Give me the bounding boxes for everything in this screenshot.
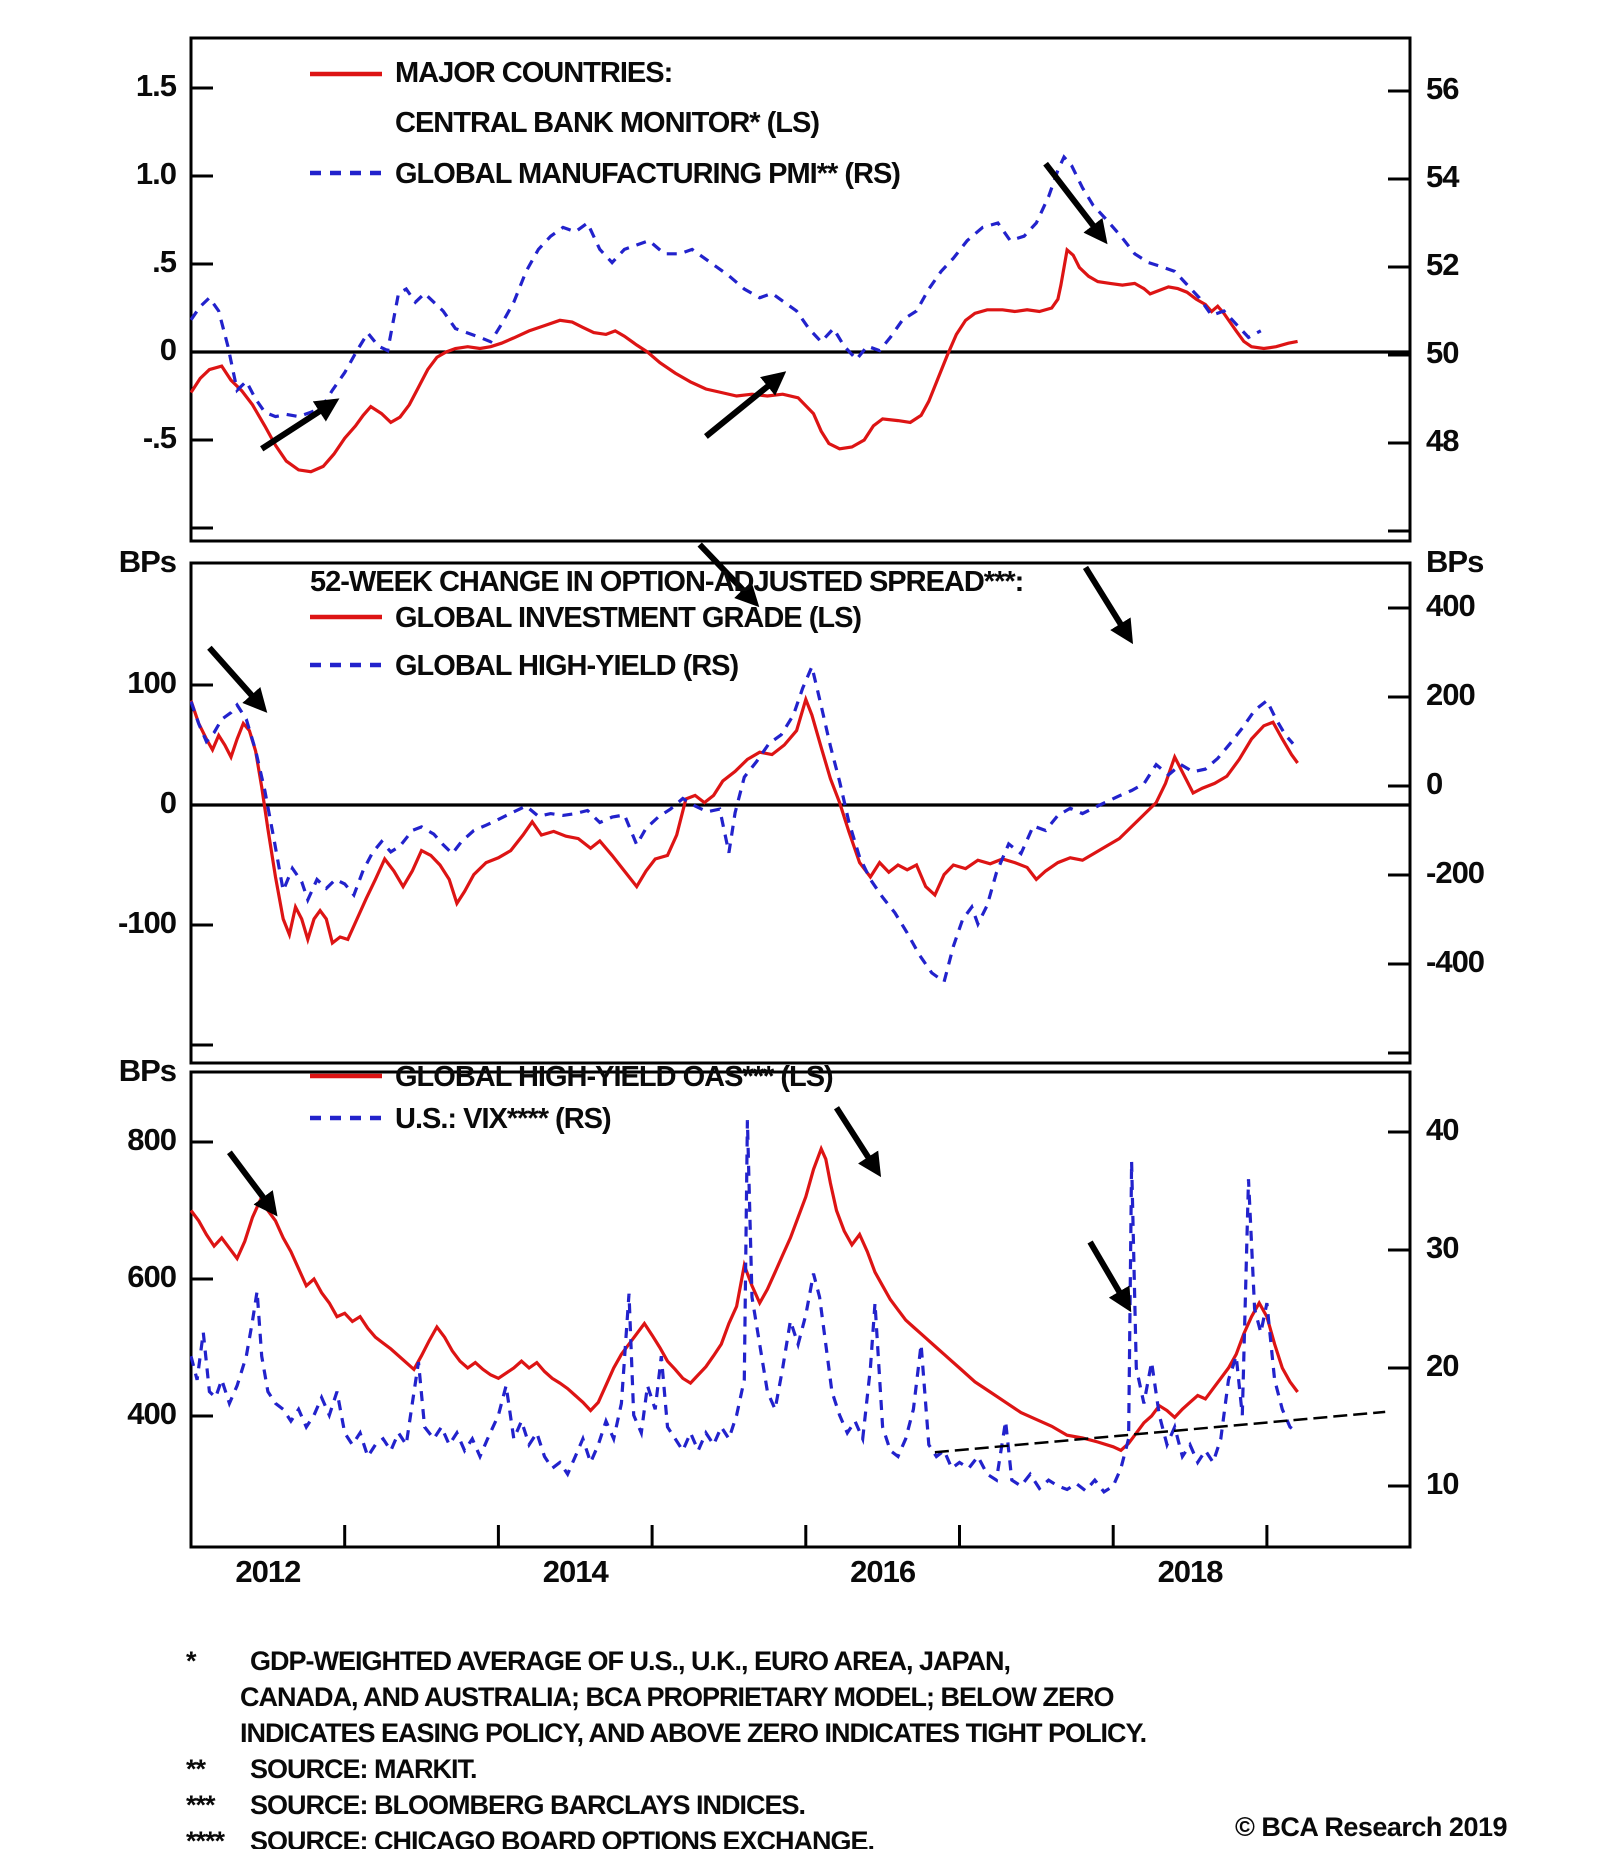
footnote-marker: *** [186, 1790, 216, 1820]
footnote-text: INDICATES EASING POLICY, AND ABOVE ZERO … [240, 1718, 1147, 1748]
series-line-global-high-yield-oas-52w-change [190, 661, 1295, 985]
y-axis-unit-label-left: BPs [118, 544, 177, 579]
y-axis-tick-label-left: 800 [127, 1122, 177, 1157]
footnote-marker: ** [186, 1754, 206, 1784]
y-axis-tick-label-right: 20 [1426, 1348, 1459, 1383]
y-axis-tick-label-right: 10 [1426, 1466, 1459, 1501]
footnote-text: SOURCE: MARKIT. [250, 1754, 477, 1784]
footnote-marker: * [186, 1646, 197, 1676]
y-axis-tick-label-right: 200 [1426, 677, 1476, 712]
y-axis-tick-label-left: 1.5 [135, 68, 177, 103]
footnote-text: SOURCE: BLOOMBERG BARCLAYS INDICES. [250, 1790, 806, 1820]
y-axis-tick-label-right: 40 [1426, 1112, 1459, 1147]
legend-label: GLOBAL HIGH-YIELD OAS*** (LS) [395, 1061, 834, 1093]
y-axis-tick-label-left: 600 [127, 1259, 177, 1294]
footnote-marker: **** [186, 1826, 225, 1849]
series-line-us-vix [190, 1120, 1299, 1495]
y-axis-tick-label-right: -400 [1426, 944, 1485, 979]
y-axis-tick-label-right: 50 [1426, 335, 1459, 370]
y-axis-tick-label-left: 100 [127, 665, 177, 700]
y-axis-tick-label-left: .5 [152, 244, 177, 279]
y-axis-tick-label-left: -100 [117, 905, 177, 940]
y-axis-tick-label-right: 400 [1426, 588, 1476, 623]
annotation-arrow [260, 398, 340, 452]
annotation-arrow [1082, 565, 1134, 645]
panel-border [189, 1070, 1412, 1549]
y-axis-tick-label-right: 48 [1426, 423, 1459, 458]
x-axis-year-label: 2012 [235, 1554, 301, 1589]
legend-label: GLOBAL HIGH-YIELD (RS) [395, 650, 739, 682]
copyright-text: © BCA Research 2019 [1234, 1812, 1508, 1842]
y-axis-tick-label-left: 1.0 [135, 156, 177, 191]
y-axis-tick-label-left: -.5 [142, 420, 177, 455]
y-axis-tick-label-right: 54 [1426, 159, 1459, 194]
series-line-central-bank-monitor [190, 246, 1298, 474]
trend-line [934, 1410, 1386, 1454]
annotation-arrow [226, 1150, 278, 1217]
annotation-arrow [1087, 1240, 1132, 1313]
x-axis-year-label: 2016 [850, 1554, 916, 1589]
legend-label: GLOBAL MANUFACTURING PMI** (RS) [395, 158, 901, 190]
y-axis-tick-label-left: 400 [127, 1396, 177, 1431]
footnote-text: SOURCE: CHICAGO BOARD OPTIONS EXCHANGE. [250, 1826, 875, 1849]
y-axis-unit-label-right: BPs [1426, 544, 1484, 579]
panel-title: 52-WEEK CHANGE IN OPTION-ADJUSTED SPREAD… [310, 566, 1024, 598]
footnote-text: CANADA, AND AUSTRALIA; BCA PROPRIETARY M… [240, 1682, 1114, 1712]
legend-label: MAJOR COUNTRIES: [395, 57, 673, 89]
y-axis-tick-label-left: 0 [159, 785, 177, 820]
panel-border [189, 36, 1412, 543]
x-axis-year-label: 2014 [542, 1554, 609, 1589]
series-line-global-investment-grade-oas-52w-change [190, 694, 1299, 946]
annotation-arrow [207, 645, 268, 713]
annotation-arrow [704, 371, 787, 439]
panel-border [189, 561, 1412, 1065]
legend-label: GLOBAL INVESTMENT GRADE (LS) [395, 602, 862, 634]
y-axis-unit-label-left: BPs [118, 1053, 177, 1088]
series-line-global-manufacturing-pmi [190, 154, 1262, 419]
annotation-arrow [697, 542, 760, 608]
y-axis-tick-label-left: 0 [159, 332, 177, 367]
legend-label: U.S.: VIX**** (RS) [395, 1103, 612, 1135]
y-axis-tick-label-right: 52 [1426, 247, 1459, 282]
y-axis-tick-label-right: 56 [1426, 71, 1459, 106]
y-axis-tick-label-right: 30 [1426, 1230, 1459, 1265]
annotation-arrow [1043, 161, 1108, 245]
legend-label: CENTRAL BANK MONITOR* (LS) [395, 107, 820, 139]
x-axis-year-label: 2018 [1157, 1554, 1224, 1589]
footnote-text: GDP-WEIGHTED AVERAGE OF U.S., U.K., EURO… [250, 1646, 1011, 1676]
annotation-arrow [833, 1106, 882, 1178]
y-axis-tick-label-right: 0 [1426, 766, 1443, 801]
y-axis-tick-label-right: -200 [1426, 855, 1485, 890]
